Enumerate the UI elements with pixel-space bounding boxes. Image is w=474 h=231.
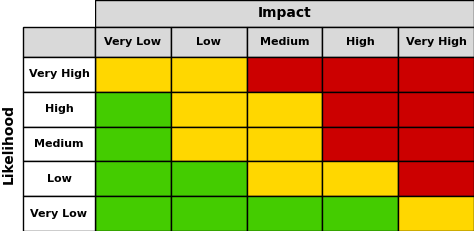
Bar	[398, 27, 474, 57]
Bar	[322, 127, 398, 161]
Bar	[246, 127, 322, 161]
Text: High: High	[45, 104, 73, 114]
Bar	[23, 161, 95, 196]
Text: High: High	[346, 37, 374, 47]
Text: Low: Low	[46, 174, 72, 184]
Bar	[246, 27, 322, 57]
Bar	[23, 27, 95, 57]
Bar	[95, 161, 171, 196]
Bar	[246, 57, 322, 92]
Text: Very High: Very High	[28, 69, 90, 79]
Bar	[171, 27, 246, 57]
Bar	[95, 57, 171, 92]
Bar	[23, 196, 95, 231]
Bar	[171, 57, 246, 92]
Bar	[171, 161, 246, 196]
Bar	[171, 127, 246, 161]
Bar	[171, 92, 246, 127]
Bar	[95, 92, 171, 127]
Bar	[171, 196, 246, 231]
Bar	[246, 92, 322, 127]
Bar	[95, 27, 171, 57]
Text: Likelihood: Likelihood	[2, 104, 16, 184]
Bar	[398, 57, 474, 92]
Bar	[95, 0, 474, 27]
Bar	[246, 161, 322, 196]
Bar	[322, 196, 398, 231]
Bar	[246, 196, 322, 231]
Bar	[398, 161, 474, 196]
Text: Low: Low	[196, 37, 221, 47]
Text: Very High: Very High	[406, 37, 466, 47]
Bar	[95, 196, 171, 231]
Text: Medium: Medium	[34, 139, 84, 149]
Text: Very Low: Very Low	[30, 209, 88, 219]
Text: Very Low: Very Low	[104, 37, 162, 47]
Text: Medium: Medium	[260, 37, 309, 47]
Bar	[398, 196, 474, 231]
Bar	[398, 127, 474, 161]
Bar	[322, 92, 398, 127]
Bar	[95, 127, 171, 161]
Text: Impact: Impact	[258, 6, 311, 21]
Bar	[322, 27, 398, 57]
Bar	[398, 92, 474, 127]
Bar	[23, 57, 95, 92]
Bar	[23, 0, 95, 27]
Bar	[322, 57, 398, 92]
Bar	[23, 127, 95, 161]
Bar	[322, 161, 398, 196]
Bar	[23, 92, 95, 127]
